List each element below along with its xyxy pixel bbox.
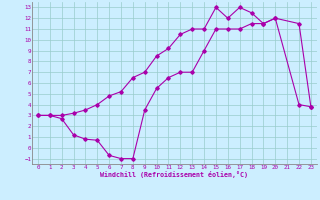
X-axis label: Windchill (Refroidissement éolien,°C): Windchill (Refroidissement éolien,°C) [100,171,248,178]
